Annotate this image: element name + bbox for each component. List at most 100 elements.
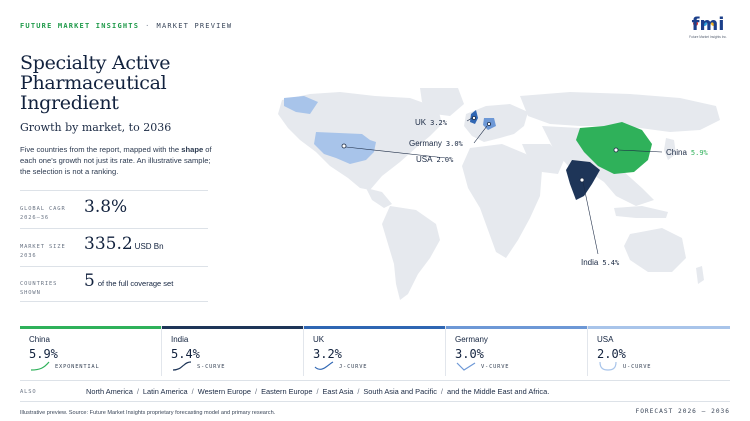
map-label-country: China — [666, 148, 687, 157]
greenland-shape — [420, 88, 464, 116]
also-label: ALSO — [20, 389, 37, 395]
region-link[interactable]: East Asia — [322, 387, 354, 396]
central-america-shape — [366, 188, 392, 208]
usa-marker — [341, 143, 347, 149]
region-separator: / — [136, 387, 139, 396]
region-link[interactable]: North America — [86, 387, 133, 396]
page-subtitle: Growth by market, to 2036 — [20, 121, 172, 134]
map-label-uk[interactable]: UK 3.2% — [415, 118, 447, 127]
india-leader — [582, 181, 599, 255]
country-cards: China 5.9% EXPONENTIAL India 5.4% S-CURV… — [20, 326, 730, 376]
card-shape: S-CURVE — [197, 364, 226, 370]
exponential-curve-icon — [30, 361, 50, 371]
country-card-usa[interactable]: USA 2.0% U-CURVE — [588, 326, 730, 376]
china-leader — [617, 149, 663, 153]
stat-number: 5 — [84, 271, 95, 291]
europe-shape — [464, 104, 528, 142]
south-america-shape — [382, 206, 440, 300]
stat-label-line-2: 2026–36 — [20, 215, 50, 221]
header-separator: · — [145, 22, 151, 30]
fmi-logo[interactable]: fmi Future Market Insights Inc. — [688, 16, 728, 44]
card-value: 3.2% — [313, 347, 342, 361]
card-country: India — [171, 335, 189, 344]
stat-market-size: MARKET SIZE 2036 335.2 USD Bn — [20, 228, 208, 266]
stat-label: COUNTRIES SHOWN — [20, 280, 57, 298]
region-link[interactable]: Latin America — [142, 387, 188, 396]
card-color-bar — [588, 326, 730, 329]
region-separator: / — [316, 387, 319, 396]
page-title: Specialty Active Pharmaceutical Ingredie… — [20, 52, 171, 114]
logo-dots — [693, 13, 720, 31]
north-asia-shape — [520, 92, 720, 132]
china-region[interactable] — [576, 122, 652, 174]
stat-label-line-1: COUNTRIES — [20, 281, 58, 287]
stat-value: 3.8% — [84, 197, 127, 217]
country-card-germany[interactable]: Germany 3.0% V-CURVE — [446, 326, 588, 376]
map-label-value: 5.4% — [602, 259, 620, 267]
card-shape: EXPONENTIAL — [55, 364, 100, 370]
region-separator: / — [255, 387, 258, 396]
stat-label: MARKET SIZE 2036 — [20, 243, 66, 261]
map-label-value: 2.0% — [436, 156, 454, 164]
africa-shape — [462, 144, 542, 258]
card-country: Germany — [455, 335, 488, 344]
stat-value: 5 of the full coverage set — [84, 271, 173, 291]
logo-dot-yellow — [711, 21, 716, 26]
country-card-india[interactable]: India 5.4% S-CURVE — [162, 326, 304, 376]
uk-marker — [471, 115, 476, 120]
germany-marker — [486, 122, 491, 127]
footer-source: Illustrative preview. Source: Future Mar… — [20, 410, 276, 416]
map-label-usa[interactable]: USA 2.0% — [416, 155, 453, 164]
uk-leader — [466, 117, 473, 122]
card-shape: U-CURVE — [623, 364, 652, 370]
stat-label-line-2: SHOWN — [20, 290, 41, 296]
card-country: USA — [597, 335, 614, 344]
card-value: 5.9% — [29, 347, 58, 361]
description-text-start: Five countries from the report, mapped w… — [20, 145, 182, 154]
stat-unit: USD Bn — [134, 242, 164, 251]
description-emphasis: shape — [181, 145, 204, 154]
stat-label-line-1: MARKET SIZE — [20, 244, 66, 250]
region-link[interactable]: and the Middle East and Africa. — [446, 387, 550, 396]
footer-forecast: FORECAST 2026 – 2036 — [635, 408, 730, 415]
card-color-bar — [446, 326, 587, 329]
map-label-germany[interactable]: Germany 3.0% — [409, 139, 463, 148]
card-value: 3.0% — [455, 347, 484, 361]
alaska-region[interactable] — [284, 96, 318, 114]
map-label-india[interactable]: India 5.4% — [581, 258, 619, 267]
leader-lines — [345, 117, 663, 255]
u-curve-icon — [599, 361, 617, 371]
stat-global-cagr: GLOBAL CAGR 2026–36 3.8% — [20, 190, 208, 228]
card-color-bar — [162, 326, 303, 329]
stat-value: 335.2 USD Bn — [84, 234, 164, 254]
also-regions-bar: ALSO North America / Latin America / Western… — [20, 380, 730, 402]
report-description: Five countries from the report, mapped w… — [20, 144, 215, 177]
card-country: China — [29, 335, 50, 344]
region-link[interactable]: Eastern Europe — [261, 387, 313, 396]
card-color-bar — [304, 326, 445, 329]
stat-countries-shown: COUNTRIES SHOWN 5 of the full coverage set — [20, 266, 208, 302]
region-link[interactable]: Western Europe — [197, 387, 252, 396]
stat-number: 3.8% — [84, 197, 128, 217]
country-card-china[interactable]: China 5.9% EXPONENTIAL — [20, 326, 162, 376]
country-card-uk[interactable]: UK 3.2% J-CURVE — [304, 326, 446, 376]
map-label-country: India — [581, 258, 599, 267]
card-value: 2.0% — [597, 347, 626, 361]
india-marker — [579, 177, 585, 183]
map-label-china[interactable]: China 5.9% — [666, 148, 708, 157]
stat-label-line-2: 2036 — [20, 253, 37, 259]
also-region-list: North America / Latin America / Western Euro… — [86, 387, 549, 396]
region-link[interactable]: South Asia and Pacific — [363, 387, 437, 396]
stat-note: of the full coverage set — [97, 279, 174, 288]
map-label-country: Germany — [409, 139, 442, 148]
new-zealand-shape — [696, 266, 704, 284]
japan-shape — [664, 138, 676, 160]
middle-east-shape — [522, 144, 564, 174]
usa-leader — [345, 146, 447, 159]
map-label-country: USA — [416, 155, 433, 164]
j-curve-icon — [314, 361, 334, 370]
region-separator: / — [357, 387, 360, 396]
logo-tagline: Future Market Insights Inc. — [689, 35, 727, 39]
description-text-end: of each one's growth not just its rate. … — [20, 145, 212, 176]
map-markers — [341, 115, 619, 183]
